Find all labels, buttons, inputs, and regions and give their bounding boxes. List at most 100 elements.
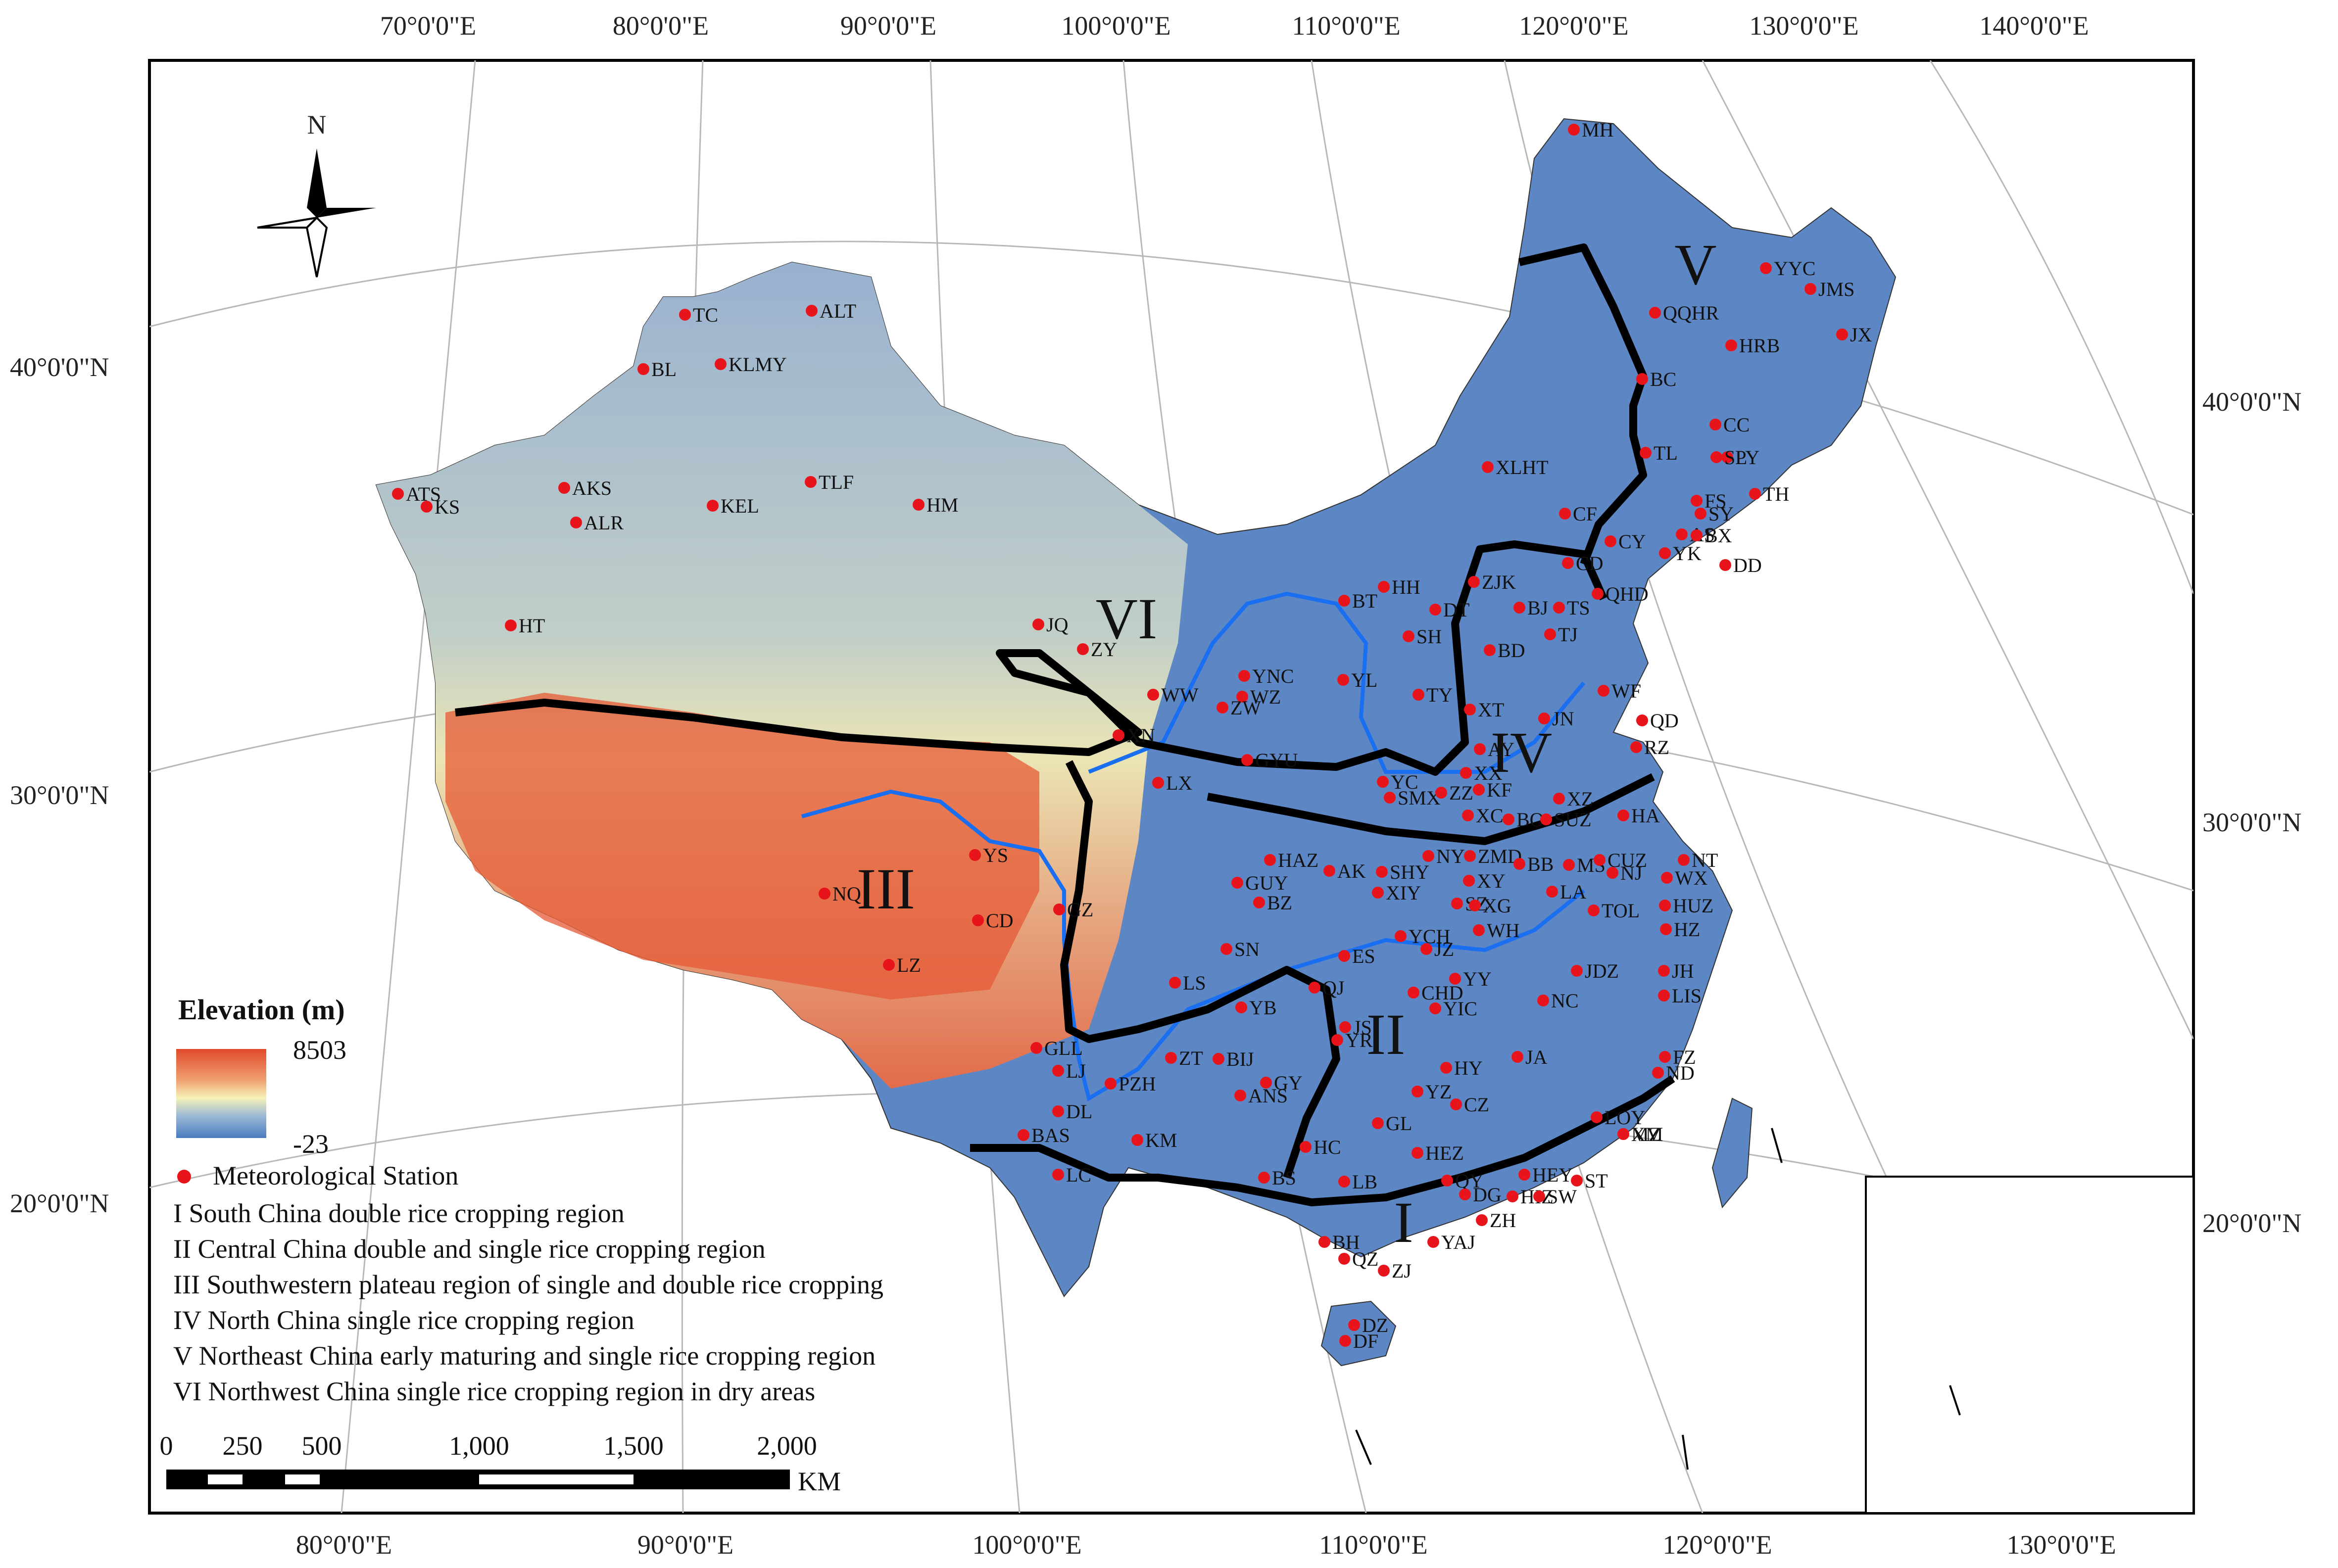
station-dot: [1241, 754, 1253, 766]
station-dot: [1413, 689, 1424, 701]
station-dot: [819, 888, 830, 900]
scale-bar-tick: 250: [223, 1431, 263, 1461]
station-label: CD: [1576, 552, 1604, 574]
station-yr: YR: [1331, 1029, 1373, 1051]
station-label: LIS: [1672, 985, 1702, 1007]
station-dot: [1546, 886, 1558, 898]
station-dot: [1636, 373, 1648, 385]
station-wh: WH: [1473, 919, 1520, 942]
station-label: ST: [1585, 1170, 1608, 1192]
station-dot: [1403, 630, 1414, 642]
station-dz: DZ: [1348, 1314, 1388, 1336]
station-label: QZ: [1352, 1248, 1378, 1270]
station-label: AY: [1488, 738, 1514, 760]
graticule-bottom-label: 130°0'0"E: [2006, 1530, 2116, 1560]
station-label: SY: [1708, 503, 1734, 525]
station-label: BAS: [1031, 1124, 1070, 1146]
station-label: HRB: [1739, 334, 1780, 357]
station-dot: [1710, 451, 1722, 463]
legend-region-item: VI Northwest China single rice cropping …: [173, 1377, 815, 1406]
station-bx: BX: [1691, 524, 1732, 547]
station-th: TH: [1749, 483, 1789, 505]
scale-bar-tick: 1,000: [449, 1431, 509, 1461]
station-label: HH: [1392, 576, 1420, 598]
station-dot: [1422, 850, 1434, 862]
station-dot: [1658, 965, 1670, 977]
station-dot: [1473, 924, 1485, 936]
legend-elevation-min: -23: [293, 1129, 329, 1159]
station-dot: [1339, 1021, 1351, 1033]
station-lx: LX: [1152, 772, 1192, 794]
station-label: NC: [1551, 990, 1579, 1012]
meteorological-stations: MHYYCJMSQQHRHRBJXBCCCLYTLSPTHFSSYASBXCYY…: [392, 119, 1872, 1352]
station-cy: CY: [1605, 530, 1646, 553]
station-cd: CD: [1562, 552, 1604, 574]
station-dot: [1258, 1172, 1270, 1184]
scale-bar-body: [166, 1470, 790, 1489]
station-label: JQ: [1046, 614, 1069, 636]
station-bc: BC: [1636, 368, 1676, 390]
graticule-top-label: 140°0'0"E: [1979, 11, 2089, 41]
station-label: TLF: [819, 471, 854, 493]
station-ay: AY: [1474, 738, 1514, 760]
station-chd: CHD: [1408, 982, 1463, 1004]
station-label: GL: [1386, 1112, 1412, 1135]
station-label: GLL: [1044, 1037, 1083, 1059]
station-dot: [1412, 1147, 1423, 1159]
station-ls: LS: [1169, 972, 1206, 994]
station-yaj: YAJ: [1427, 1231, 1475, 1253]
station-dot: [1571, 1175, 1583, 1187]
station-dot: [1661, 872, 1673, 884]
station-mh: MH: [1568, 119, 1613, 141]
station-dot: [1649, 307, 1661, 319]
station-label: XG: [1483, 895, 1511, 917]
station-label: BS: [1272, 1167, 1296, 1189]
station-dot: [1463, 875, 1475, 887]
station-label: QY: [1455, 1170, 1484, 1192]
legend-station-label: Meteorological Station: [213, 1161, 458, 1190]
station-dot: [1503, 813, 1514, 825]
station-hz: HZ: [1660, 918, 1700, 941]
station-wx: WX: [1661, 867, 1708, 889]
station-label: LX: [1166, 772, 1192, 794]
station-dot: [1464, 704, 1476, 715]
station-label: SMX: [1398, 787, 1441, 809]
station-kel: KEL: [707, 495, 759, 517]
station-dot: [1376, 866, 1388, 878]
station-label: XT: [1478, 699, 1504, 721]
station-dot: [1217, 702, 1228, 713]
station-dot: [1372, 887, 1384, 899]
station-rz: RZ: [1630, 736, 1669, 759]
station-label: YYC: [1774, 257, 1815, 280]
station-label: SN: [1234, 938, 1260, 960]
station-dot: [1331, 1034, 1343, 1046]
station-label: LY: [1735, 446, 1759, 469]
station-dot: [969, 849, 981, 861]
station-label: ALR: [584, 512, 624, 534]
station-qz: QZ: [1338, 1248, 1378, 1270]
station-dot: [1253, 897, 1265, 908]
station-dot: [1018, 1129, 1029, 1141]
station-dot: [1658, 990, 1670, 1001]
station-xiy: XIY: [1372, 882, 1421, 904]
station-xlht: XLHT: [1482, 456, 1549, 478]
station-dot: [1238, 670, 1250, 682]
station-dl: DL: [1052, 1100, 1092, 1123]
station-sp: SP: [1710, 446, 1747, 469]
station-label: BJ: [1527, 597, 1548, 619]
station-dot: [1378, 581, 1390, 593]
legend-region-items: I South China double rice cropping regio…: [173, 1198, 883, 1406]
station-nj: NJ: [1607, 862, 1642, 884]
station-dot: [1372, 1117, 1384, 1129]
station-lis: LIS: [1658, 985, 1702, 1007]
station-dot: [1441, 1175, 1453, 1187]
station-dd: DD: [1719, 554, 1762, 576]
station-dot: [1234, 1090, 1246, 1101]
legend-region-item: V Northeast China early maturing and sin…: [173, 1341, 876, 1371]
station-dot: [1695, 508, 1706, 520]
legend-region-item: II Central China double and single rice …: [173, 1234, 766, 1264]
station-dot: [1659, 1051, 1671, 1063]
station-dot: [505, 619, 517, 631]
graticule-top-label: 120°0'0"E: [1519, 11, 1628, 41]
station-label: KF: [1487, 779, 1512, 801]
